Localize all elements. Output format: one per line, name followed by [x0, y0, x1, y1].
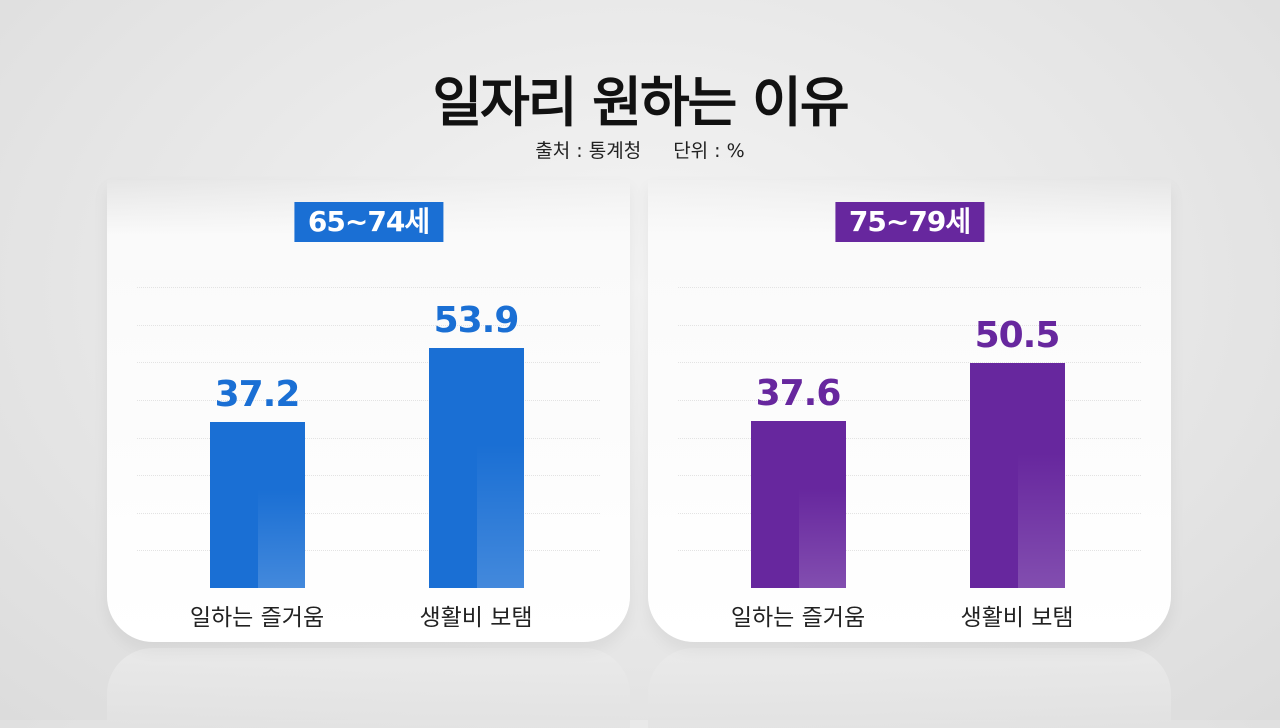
- gridline: [137, 437, 600, 439]
- data-label: 53.9: [433, 300, 520, 342]
- data-label: 50.5: [974, 315, 1061, 357]
- chart-panel-65-74: 65~74세 37.2 일하는 즐거움 53.9 생활비 보탬: [107, 180, 630, 642]
- panel-reflection: [107, 648, 630, 728]
- gridline: [678, 287, 1141, 289]
- gridline: [678, 512, 1141, 514]
- gridline: [137, 550, 600, 552]
- gridline: [678, 437, 1141, 439]
- gridline: [678, 400, 1141, 401]
- gridline: [137, 362, 600, 364]
- data-label: 37.6: [755, 372, 842, 414]
- category-label: 생활비 보탬: [960, 605, 1074, 631]
- gridline: [678, 550, 1141, 552]
- bar: [751, 420, 846, 589]
- gridline: [678, 324, 1141, 326]
- gridline: [137, 324, 600, 326]
- gridline: [137, 512, 600, 514]
- data-label: 37.2: [214, 374, 301, 416]
- group-badge: 65~74세: [293, 202, 444, 242]
- category-label: 일하는 즐거움: [730, 605, 866, 631]
- chart-subtitle: 출처 : 통계청 단위 : %: [0, 136, 1280, 163]
- source-label: 출처 : 통계청: [535, 140, 642, 162]
- bar: [429, 348, 524, 588]
- bar: [970, 363, 1065, 588]
- chart-panel-75-79: 75~79세 37.6 일하는 즐거움 50.5 생활비 보탬: [648, 180, 1171, 642]
- panel-reflection: [648, 648, 1171, 728]
- group-badge: 75~79세: [834, 202, 985, 242]
- unit-label: 단위 : %: [673, 140, 745, 162]
- gridline: [678, 362, 1141, 364]
- bar: [210, 422, 305, 588]
- gridline: [137, 475, 600, 477]
- category-label: 생활비 보탬: [419, 605, 533, 631]
- gridline: [678, 475, 1141, 477]
- category-label: 일하는 즐거움: [189, 605, 325, 631]
- chart-title: 일자리 원하는 이유: [432, 71, 849, 134]
- gridline: [137, 287, 600, 289]
- gridline: [137, 400, 600, 401]
